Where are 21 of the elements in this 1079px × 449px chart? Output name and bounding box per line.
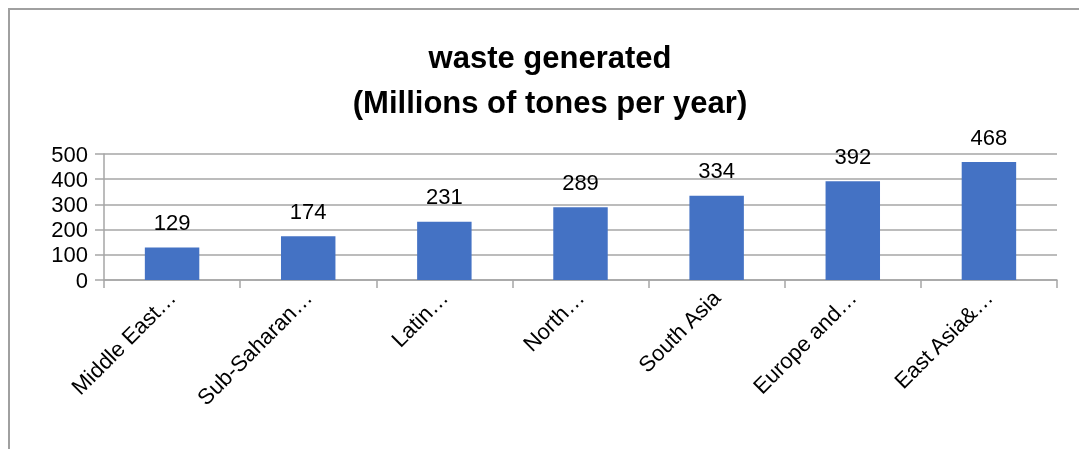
bar bbox=[961, 162, 1017, 280]
bar bbox=[280, 236, 336, 280]
y-tick-label: 500 bbox=[51, 141, 88, 167]
data-label: 231 bbox=[426, 184, 463, 210]
data-label: 392 bbox=[834, 143, 872, 169]
data-label: 468 bbox=[970, 124, 1008, 150]
data-label: 174 bbox=[289, 198, 327, 224]
chart-title: waste generated (Millions of tones per year) bbox=[352, 40, 748, 120]
data-label: 334 bbox=[698, 158, 735, 184]
bar bbox=[825, 181, 881, 280]
bar bbox=[553, 207, 608, 280]
y-tick-label: 400 bbox=[51, 166, 88, 192]
data-label: 289 bbox=[562, 169, 599, 195]
y-tick-label: 300 bbox=[51, 191, 88, 217]
y-tick-label: 100 bbox=[51, 242, 88, 268]
data-label: 129 bbox=[153, 209, 191, 235]
bar bbox=[689, 195, 744, 280]
bar bbox=[144, 247, 200, 280]
bar bbox=[417, 221, 472, 280]
y-tick-label: 200 bbox=[51, 217, 88, 243]
y-tick-label: 0 bbox=[75, 267, 88, 293]
